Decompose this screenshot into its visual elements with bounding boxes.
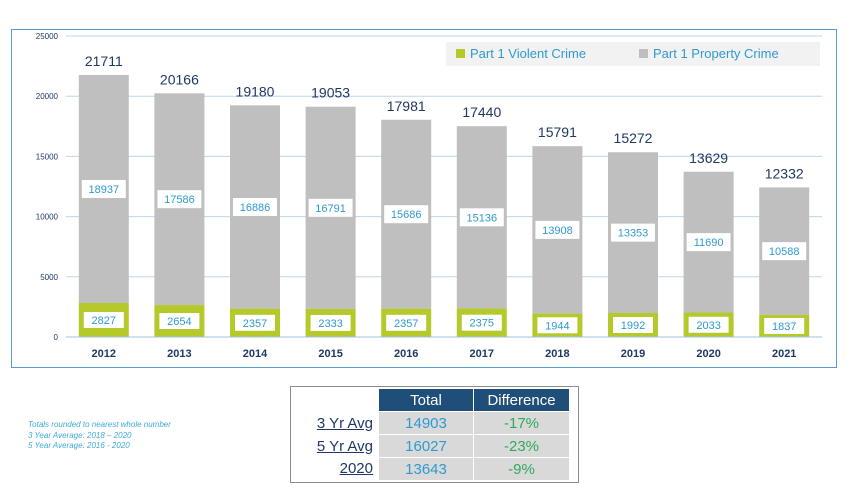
total-label: 17981 [387,98,426,114]
x-tick-label: 2015 [318,348,342,360]
property-data-label: 18937 [89,184,120,196]
row-label: 3 Yr Avg [316,414,373,432]
table-row: 2020 13643 -9% [299,457,569,480]
row-total: 14903 [379,411,474,435]
violent-label-box [613,317,653,334]
legend-swatch-violent [456,49,465,58]
summary-table: Total Difference 3 Yr Avg 14903 -17% 5 Y… [299,389,569,480]
property-label-box [81,179,126,198]
y-tick-label: 5000 [40,273,58,282]
x-tick-label: 2016 [394,348,418,360]
x-tick-label: 2014 [243,348,268,360]
violent-label-box [235,314,275,331]
property-label-box [762,242,807,261]
note-5yr: 5 Year Average: 2016 - 2020 [28,441,130,450]
violent-data-label: 2827 [92,315,116,327]
property-data-label: 15136 [467,212,498,224]
violent-label-box [537,317,578,334]
violent-data-label: 1944 [545,320,569,332]
row-difference: -23% [473,434,569,458]
chart-frame: 0 5000 10000 15000 20000 25000 Part 1 Violent … [11,29,837,368]
violent-data-label: 2357 [394,318,418,330]
property-data-label: 13908 [542,225,573,237]
property-data-label: 16886 [240,202,271,214]
table-row: 3 Yr Avg 14903 -17% [299,411,569,435]
violent-data-label: 1837 [772,321,796,333]
total-label: 17440 [462,104,501,120]
property-label-box [157,190,202,209]
property-label-box [233,197,277,216]
violent-data-label: 2033 [696,320,720,332]
violent-data-label: 1992 [621,320,645,332]
legend-label-property: Part 1 Property Crime [653,46,779,61]
header-difference: Difference [473,389,569,412]
property-data-label: 17586 [164,194,195,206]
row-label: 2020 [339,460,373,478]
property-label-box [459,208,504,227]
violent-data-label: 2375 [470,318,494,330]
x-tick-label: 2018 [545,348,569,360]
violent-label-box [764,317,805,334]
x-tick-label: 2021 [772,348,796,360]
total-label: 15791 [538,124,577,140]
total-label: 19053 [311,85,350,101]
notes: Totals rounded to nearest whole number 3… [28,420,258,452]
y-tick-label: 25000 [36,32,59,41]
total-label: 15272 [614,130,653,146]
property-label-box [308,198,353,217]
property-data-label: 15686 [391,209,422,221]
property-label-box [611,223,655,242]
note-rounding: Totals rounded to nearest whole number [28,420,171,429]
violent-data-label: 2654 [167,316,191,328]
violent-label-box [83,311,124,328]
legend-swatch-property [639,49,648,58]
property-label-box [686,233,731,252]
property-data-label: 11690 [694,237,724,249]
y-tick-label: 10000 [36,213,59,222]
property-data-label: 16791 [315,203,346,215]
total-label: 12332 [765,165,804,181]
summary-table-box: Total Difference 3 Yr Avg 14903 -17% 5 Y… [290,386,579,483]
x-tick-label: 2012 [92,348,116,360]
violent-label-box [386,314,427,331]
y-tick-label: 0 [54,333,59,342]
violent-label-box [310,314,351,331]
violent-data-label: 2333 [318,318,342,330]
legend [446,42,820,66]
table-row: 5 Yr Avg 16027 -23% [299,434,569,458]
y-tick-label: 20000 [36,92,59,101]
violent-label-box [461,314,502,331]
violent-label-box [159,313,200,330]
legend-label-violent: Part 1 Violent Crime [470,46,586,61]
row-total: 13643 [379,457,474,480]
row-total: 16027 [379,434,474,458]
total-label: 13629 [689,150,728,166]
row-difference: -17% [473,411,569,435]
crime-bar-chart: 0 5000 10000 15000 20000 25000 Part 1 Violent … [36,32,822,360]
property-data-label: 13353 [618,228,649,240]
x-tick-label: 2013 [167,348,191,360]
x-tick-label: 2019 [621,348,645,360]
property-data-label: 10588 [769,246,800,258]
total-label: 19180 [236,83,275,99]
row-label: 5 Yr Avg [316,437,373,455]
total-label: 21711 [85,53,123,69]
total-label: 20166 [160,71,199,87]
violent-label-box [688,316,729,333]
y-tick-label: 15000 [36,152,59,161]
row-difference: -9% [473,457,569,480]
violent-data-label: 2357 [243,318,267,330]
header-total: Total [379,389,474,412]
property-label-box [535,220,580,239]
note-3yr: 3 Year Average: 2018 – 2020 [28,430,132,440]
property-label-box [384,205,429,224]
x-tick-label: 2017 [470,348,494,360]
x-tick-label: 2020 [696,348,720,360]
